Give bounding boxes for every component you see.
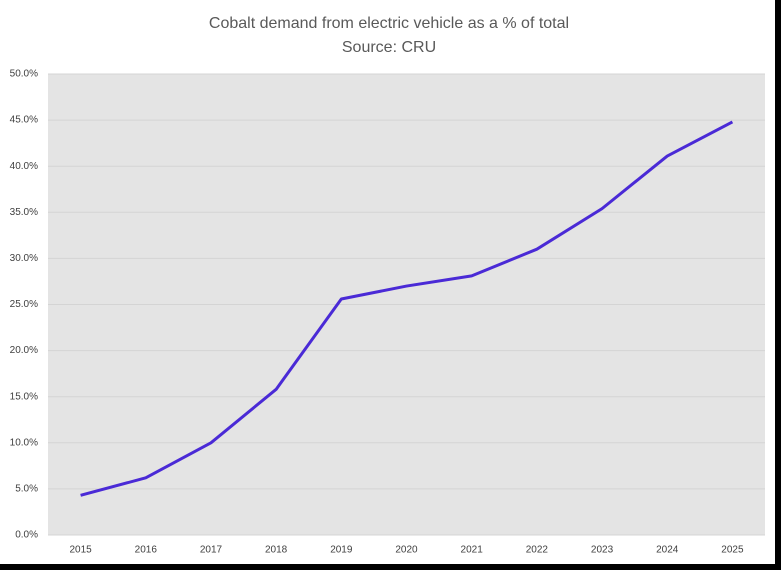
x-tick-label: 2020 [395, 545, 418, 556]
x-tick-label: 2025 [721, 545, 744, 556]
y-tick-label: 25.0% [10, 299, 38, 310]
chart-title: Cobalt demand from electric vehicle as a… [209, 15, 569, 32]
x-tick-label: 2021 [461, 545, 484, 556]
x-tick-label: 2015 [69, 545, 92, 556]
y-tick-label: 35.0% [10, 207, 38, 218]
y-tick-label: 5.0% [15, 484, 38, 495]
y-tick-label: 40.0% [10, 161, 38, 172]
x-tick-label: 2023 [591, 545, 614, 556]
y-tick-label: 10.0% [10, 437, 38, 448]
x-tick-label: 2022 [526, 545, 549, 556]
y-tick-label: 20.0% [10, 345, 38, 356]
data-line [80, 120, 734, 497]
y-tick-label: 50.0% [10, 69, 38, 80]
x-tick-label: 2017 [200, 545, 223, 556]
chart-subtitle: Source: CRU [342, 39, 436, 56]
y-tick-label: 15.0% [10, 391, 38, 402]
x-tick-label: 2019 [330, 545, 353, 556]
y-tick-label: 45.0% [10, 115, 38, 126]
x-tick-label: 2018 [265, 545, 288, 556]
x-tick-label: 2016 [135, 545, 158, 556]
y-tick-label: 30.0% [10, 253, 38, 264]
x-tick-label: 2024 [656, 545, 679, 556]
y-tick-label: 0.0% [15, 530, 38, 541]
